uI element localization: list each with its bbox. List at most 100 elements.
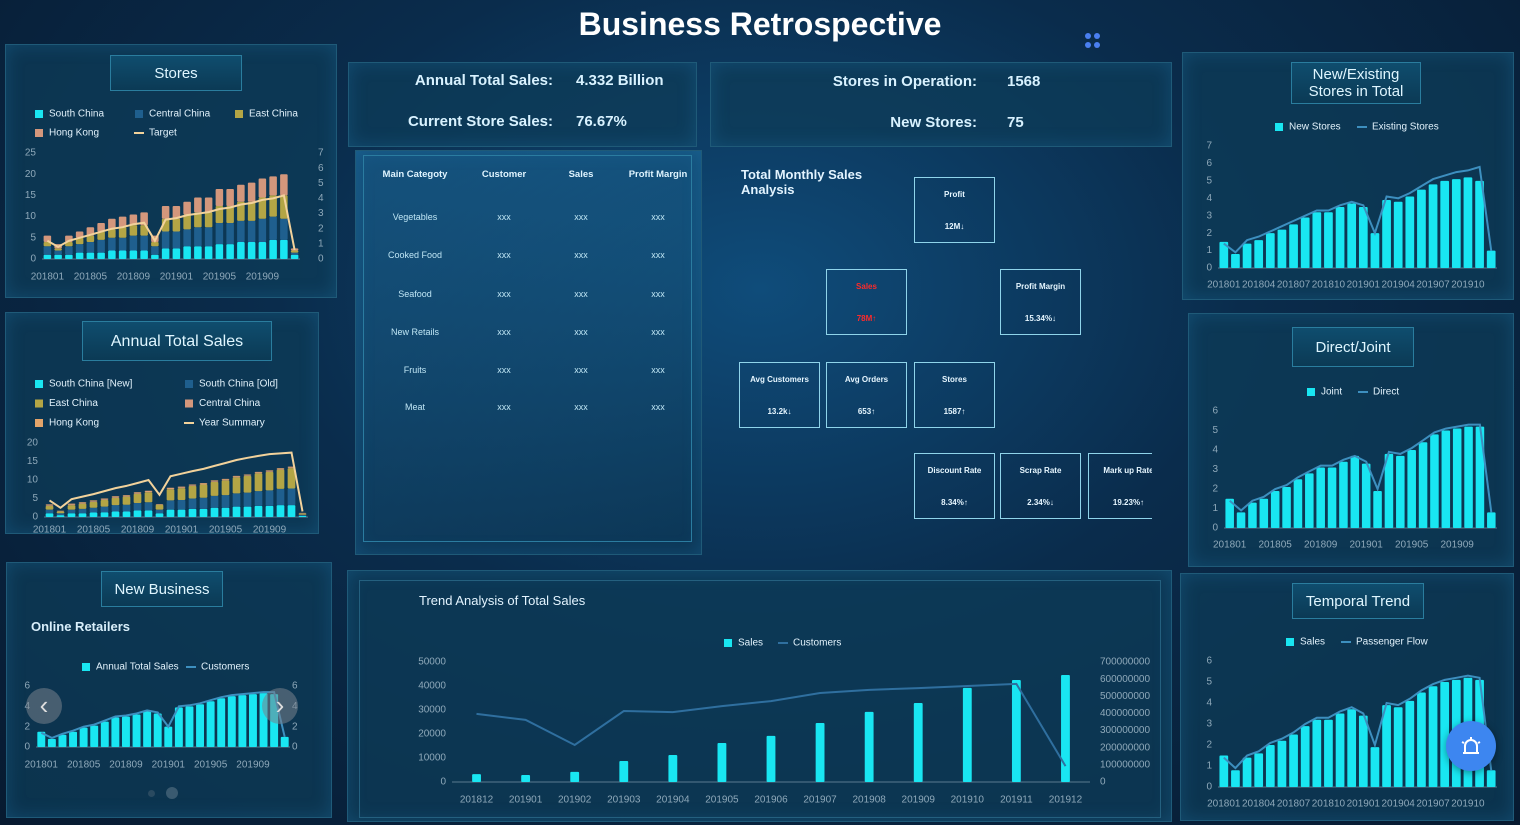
bar — [133, 492, 142, 493]
legend-swatch — [724, 639, 732, 647]
bar — [188, 498, 197, 509]
bar — [1011, 680, 1021, 782]
bar — [188, 484, 197, 486]
bar — [1430, 434, 1439, 528]
y2-tick-label: 2 — [292, 721, 298, 732]
bar — [118, 216, 127, 228]
bar — [1486, 250, 1496, 268]
bar — [54, 248, 62, 251]
y2-tick-label: 500000000 — [1100, 691, 1150, 702]
bar — [1219, 241, 1229, 268]
bar — [183, 201, 191, 215]
y-tick-label: 2 — [1206, 740, 1212, 751]
legend-label: South China — [49, 109, 104, 120]
y-tick-label: 0 — [32, 512, 38, 523]
x-tick-label: 201910 — [1451, 280, 1485, 291]
bar — [258, 218, 267, 243]
x-tick-label: 201908 — [852, 795, 886, 806]
bar — [913, 703, 923, 782]
carousel-dot[interactable] — [148, 790, 155, 797]
bar — [166, 487, 175, 489]
bar — [199, 484, 208, 498]
carousel-prev[interactable]: ‹ — [26, 688, 62, 724]
y-tick-label: 0 — [1206, 263, 1212, 274]
y-tick-label: 10 — [27, 475, 39, 486]
x-tick-label: 201912 — [1049, 795, 1083, 806]
bar — [65, 254, 73, 259]
bar — [144, 490, 153, 492]
table-cell: xxx — [497, 289, 511, 299]
x-tick-label: 201905 — [203, 272, 237, 283]
bar — [204, 197, 213, 213]
legend-label: South China [New] — [49, 379, 133, 390]
bar — [766, 735, 776, 782]
panel-subtitle: Online Retailers — [31, 619, 130, 634]
y-tick-label: 40000 — [418, 681, 446, 692]
bar — [232, 477, 241, 494]
bar — [133, 502, 142, 511]
bar — [1405, 700, 1415, 787]
bar — [151, 246, 159, 255]
bar — [243, 474, 252, 476]
bar — [65, 242, 73, 247]
y2-tick-label: 0 — [1100, 777, 1106, 788]
bar — [122, 511, 131, 517]
bar — [132, 714, 141, 747]
float-button[interactable] — [1446, 721, 1496, 771]
bar — [619, 761, 629, 782]
bar — [1441, 430, 1451, 528]
bar — [210, 481, 219, 482]
y-tick-label: 6 — [1206, 656, 1212, 667]
table-cell: xxx — [497, 327, 511, 337]
kpi-panel — [348, 62, 697, 147]
table-cell: xxx — [574, 365, 588, 375]
panel-title: Direct/Joint — [1292, 327, 1414, 367]
bar — [183, 229, 191, 247]
bar — [183, 214, 191, 230]
bar — [265, 471, 274, 491]
x-tick-label: 201910 — [951, 795, 985, 806]
carousel-next[interactable]: › — [262, 688, 298, 724]
bar — [1463, 177, 1473, 268]
bar — [1219, 755, 1229, 787]
bar — [1417, 692, 1426, 787]
bar — [254, 473, 263, 492]
bar — [111, 717, 120, 747]
bar — [45, 513, 54, 517]
y-tick-label: 4 — [1206, 698, 1212, 709]
bar — [1428, 184, 1438, 268]
menu-icon[interactable] — [1085, 33, 1101, 49]
x-tick-label: 201809 — [109, 760, 143, 771]
bar — [1464, 426, 1473, 528]
x-tick-label: 201809 — [117, 272, 151, 283]
bar — [204, 227, 213, 247]
line — [1223, 165, 1493, 254]
bar — [100, 721, 109, 747]
x-tick-label: 201809 — [1304, 540, 1338, 551]
bar — [1305, 473, 1314, 528]
y-tick-label: 30000 — [418, 705, 446, 716]
bar — [276, 488, 285, 506]
bar — [1225, 498, 1234, 528]
panel-title: New/Existing Stores in Total — [1291, 62, 1421, 104]
panel-title: New Business — [101, 571, 223, 607]
bar — [174, 707, 183, 747]
bar — [177, 487, 186, 489]
table-cell: xxx — [574, 402, 588, 412]
x-tick-label: 201901 — [160, 272, 194, 283]
x-tick-label: 201903 — [607, 795, 641, 806]
x-tick-label: 201906 — [754, 795, 788, 806]
y-tick-label: 0 — [1212, 523, 1218, 534]
y-tick-label: 7 — [1206, 141, 1212, 152]
bar — [1393, 707, 1403, 787]
bar — [140, 250, 148, 259]
bar — [129, 214, 138, 226]
bar — [290, 252, 299, 255]
bar — [204, 212, 213, 228]
carousel-dot[interactable] — [166, 787, 178, 799]
bar — [258, 197, 267, 219]
bar — [97, 222, 105, 232]
kpi-label: Stores in Operation: — [832, 73, 977, 90]
legend-swatch — [1307, 388, 1315, 396]
bar — [161, 231, 170, 249]
